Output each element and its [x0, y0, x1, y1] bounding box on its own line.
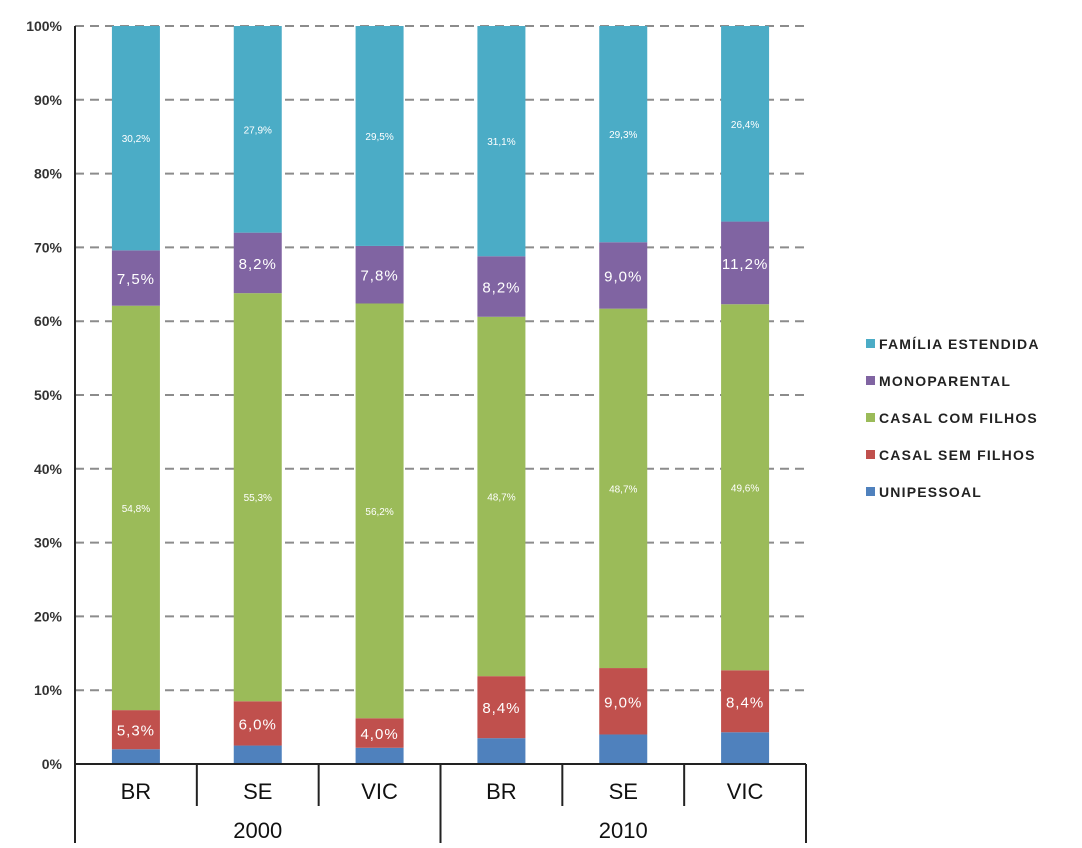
y-tick-label: 50%	[34, 387, 63, 403]
x-tick-label: BR	[486, 779, 517, 804]
bar-segment	[599, 734, 648, 764]
y-tick-label: 20%	[34, 608, 63, 624]
data-label: 6,0%	[239, 716, 277, 733]
legend-item: MONOPARENTAL	[866, 362, 1040, 399]
data-label: 31,1%	[487, 137, 515, 148]
chart-legend: FAMÍLIA ESTENDIDA MONOPARENTAL CASAL COM F…	[866, 325, 1040, 510]
bar-segment	[355, 303, 404, 719]
y-tick-label: 0%	[42, 756, 63, 772]
bar-segment	[721, 670, 770, 733]
bar-segment	[233, 701, 282, 746]
x-tick-label: SE	[609, 779, 638, 804]
data-label: 7,5%	[117, 271, 155, 288]
data-label: 27,9%	[244, 125, 272, 136]
bar-segment	[355, 718, 404, 748]
y-tick-label: 30%	[34, 535, 63, 551]
data-label: 4,0%	[360, 726, 398, 743]
data-label: 48,7%	[609, 484, 637, 495]
data-label: 29,5%	[365, 132, 393, 143]
y-tick-label: 90%	[34, 92, 63, 108]
data-label: 49,6%	[731, 483, 759, 494]
legend-swatch	[866, 339, 875, 348]
y-tick-label: 100%	[26, 18, 62, 34]
legend-label: FAMÍLIA ESTENDIDA	[879, 335, 1040, 352]
bar-segment	[111, 305, 160, 711]
legend-swatch	[866, 376, 875, 385]
x-group-label: 2010	[599, 818, 648, 843]
bar-segment	[111, 749, 160, 764]
bar-segment	[233, 745, 282, 764]
data-label: 7,8%	[360, 268, 398, 285]
y-tick-label: 80%	[34, 166, 63, 182]
data-label: 48,7%	[487, 492, 515, 503]
bar-segment	[721, 26, 770, 222]
bar-segment	[477, 676, 526, 739]
bar-segment	[233, 293, 282, 702]
data-label: 9,0%	[604, 268, 642, 285]
bar-segment	[721, 221, 770, 305]
legend-item: CASAL COM FILHOS	[866, 399, 1040, 436]
data-label: 8,2%	[482, 280, 520, 297]
data-label: 26,4%	[731, 120, 759, 131]
bar-segment	[477, 26, 526, 257]
data-label: 30,2%	[122, 134, 150, 145]
bar-segment	[111, 250, 160, 306]
legend-item: CASAL SEM FILHOS	[866, 436, 1040, 473]
bar-segment	[721, 732, 770, 764]
bar-segment	[599, 242, 648, 309]
y-tick-label: 60%	[34, 313, 63, 329]
x-tick-label: VIC	[361, 779, 398, 804]
x-tick-label: SE	[243, 779, 272, 804]
legend-label: MONOPARENTAL	[879, 372, 1012, 389]
legend-item: UNIPESSOAL	[866, 473, 1040, 510]
legend-label: UNIPESSOAL	[879, 483, 983, 500]
legend-swatch	[866, 413, 875, 422]
bar-segment	[355, 245, 404, 304]
legend-item: FAMÍLIA ESTENDIDA	[866, 325, 1040, 362]
y-tick-label: 40%	[34, 461, 63, 477]
data-label: 9,0%	[604, 694, 642, 711]
data-label: 8,2%	[239, 256, 277, 273]
bar-segment	[599, 308, 648, 669]
bar-segment	[111, 26, 160, 251]
data-label: 29,3%	[609, 130, 637, 141]
x-group-label: 2000	[233, 818, 282, 843]
data-label: 8,4%	[726, 694, 764, 711]
x-tick-label: BR	[121, 779, 152, 804]
data-label: 54,8%	[122, 504, 150, 515]
data-label: 11,2%	[722, 256, 768, 273]
bar-segment	[721, 304, 770, 671]
bar-segment	[599, 26, 648, 243]
data-label: 56,2%	[365, 507, 393, 518]
legend-label: CASAL COM FILHOS	[879, 409, 1038, 426]
bar-segment	[233, 26, 282, 233]
legend-label: CASAL SEM FILHOS	[879, 446, 1036, 463]
bar-segment	[477, 738, 526, 764]
bar-segment	[233, 232, 282, 294]
legend-swatch	[866, 487, 875, 496]
data-label: 55,3%	[244, 493, 272, 504]
x-tick-label: VIC	[727, 779, 764, 804]
bar-segment	[355, 26, 404, 246]
legend-swatch	[866, 450, 875, 459]
bar-segment	[599, 668, 648, 735]
bar-segment	[355, 747, 404, 764]
y-tick-label: 70%	[34, 239, 63, 255]
data-label: 8,4%	[482, 700, 520, 717]
bar-segment	[477, 256, 526, 317]
bar-segment	[477, 316, 526, 677]
data-label: 5,3%	[117, 723, 155, 740]
y-tick-label: 10%	[34, 682, 63, 698]
bar-segment	[111, 710, 160, 750]
